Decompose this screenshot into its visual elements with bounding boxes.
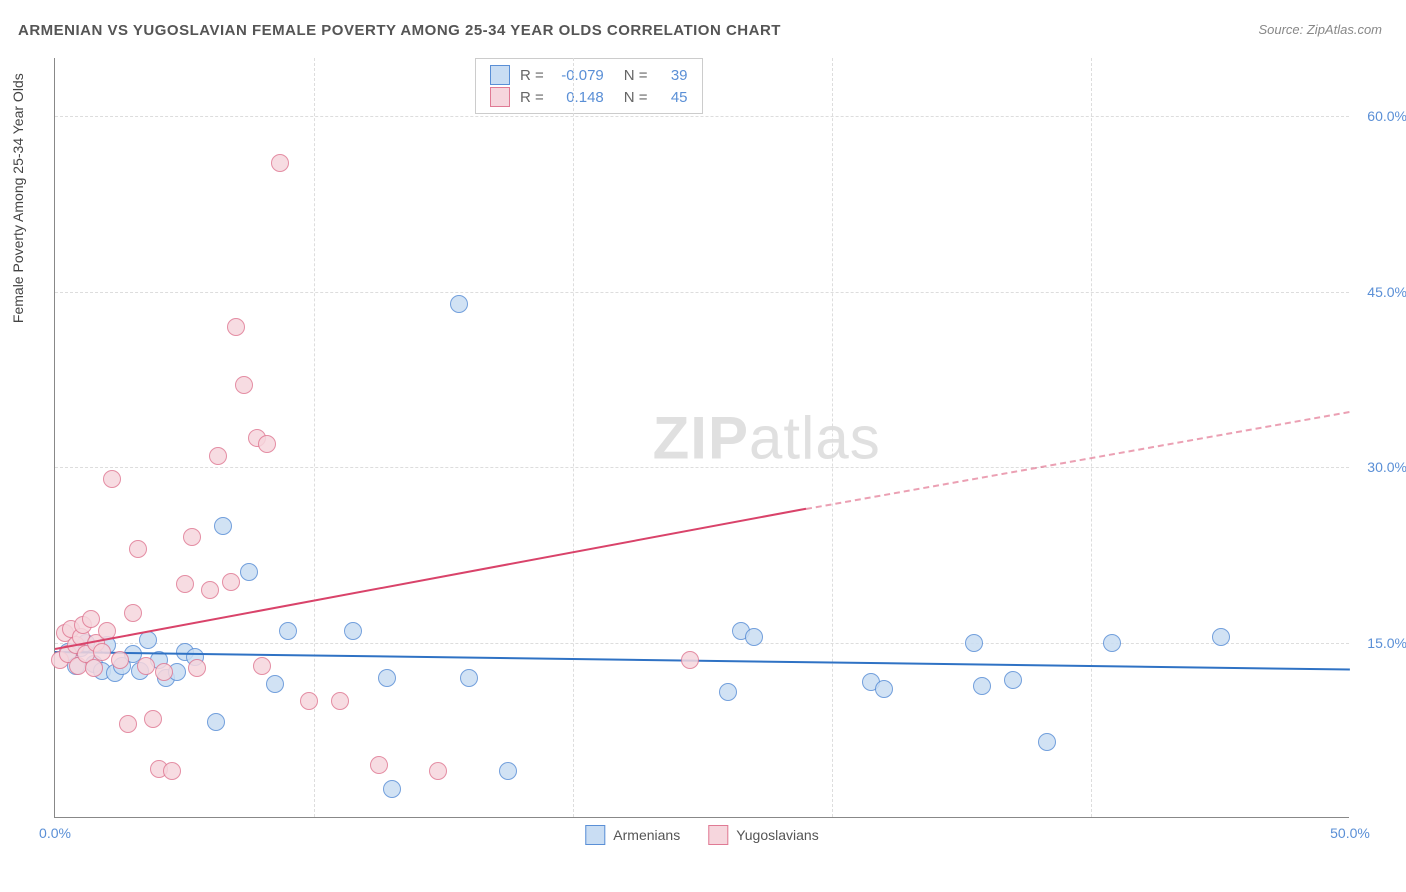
y-axis-label: Female Poverty Among 25-34 Year Olds: [10, 73, 26, 323]
data-point: [144, 710, 162, 728]
data-point: [344, 622, 362, 640]
data-point: [183, 528, 201, 546]
data-point: [450, 295, 468, 313]
data-point: [1004, 671, 1022, 689]
data-point: [378, 669, 396, 687]
data-point: [93, 643, 111, 661]
data-point: [124, 604, 142, 622]
legend-item: Yugoslavians: [708, 825, 819, 845]
data-point: [1103, 634, 1121, 652]
data-point: [103, 470, 121, 488]
stat-r-label: R =: [520, 89, 544, 106]
data-point: [82, 610, 100, 628]
stat-r-value: 0.148: [554, 89, 604, 106]
legend-label: Armenians: [613, 827, 680, 843]
data-point: [137, 657, 155, 675]
data-point: [85, 659, 103, 677]
data-point: [300, 692, 318, 710]
data-point: [209, 447, 227, 465]
stat-n-label: N =: [624, 67, 648, 84]
data-point: [460, 669, 478, 687]
data-point: [499, 762, 517, 780]
source-attribution: Source: ZipAtlas.com: [1258, 22, 1382, 37]
watermark: ZIPatlas: [653, 403, 881, 472]
data-point: [253, 657, 271, 675]
data-point: [383, 780, 401, 798]
stat-n-value: 39: [658, 67, 688, 84]
legend-item: Armenians: [585, 825, 680, 845]
series-swatch: [490, 65, 510, 85]
grid-line-vertical: [1091, 58, 1092, 817]
data-point: [119, 715, 137, 733]
data-point: [222, 573, 240, 591]
data-point: [429, 762, 447, 780]
data-point: [875, 680, 893, 698]
series-swatch: [585, 825, 605, 845]
plot-area: ZIPatlas R =-0.079N =39R =0.148N =45 Arm…: [54, 58, 1349, 818]
data-point: [240, 563, 258, 581]
data-point: [207, 713, 225, 731]
data-point: [973, 677, 991, 695]
grid-line-horizontal: [55, 292, 1349, 293]
data-point: [1212, 628, 1230, 646]
data-point: [163, 762, 181, 780]
y-tick-label: 60.0%: [1357, 108, 1406, 124]
stats-row: R = 0.148 N = 45: [490, 87, 688, 107]
data-point: [681, 651, 699, 669]
stats-legend-box: R = -0.079 N = 39 R = 0.148 N = 45: [475, 58, 703, 114]
grid-line-vertical: [573, 58, 574, 817]
stats-row: R = -0.079 N = 39: [490, 65, 688, 85]
x-tick-label: 50.0%: [1330, 825, 1370, 841]
data-point: [965, 634, 983, 652]
data-point: [201, 581, 219, 599]
data-point: [1038, 733, 1056, 751]
series-swatch: [490, 87, 510, 107]
y-tick-label: 30.0%: [1357, 459, 1406, 475]
stat-r-value: -0.079: [554, 67, 604, 84]
stat-n-label: N =: [624, 89, 648, 106]
grid-line-vertical: [832, 58, 833, 817]
x-tick-label: 0.0%: [39, 825, 71, 841]
grid-line-horizontal: [55, 116, 1349, 117]
series-legend: Armenians Yugoslavians: [585, 825, 818, 845]
stat-r-label: R =: [520, 67, 544, 84]
data-point: [279, 622, 297, 640]
data-point: [719, 683, 737, 701]
grid-line-horizontal: [55, 467, 1349, 468]
data-point: [129, 540, 147, 558]
trend-line: [55, 508, 806, 650]
data-point: [155, 663, 173, 681]
data-point: [139, 631, 157, 649]
trend-line-extrapolated: [806, 411, 1350, 510]
stat-n-value: 45: [658, 89, 688, 106]
data-point: [214, 517, 232, 535]
data-point: [370, 756, 388, 774]
y-tick-label: 15.0%: [1357, 635, 1406, 651]
data-point: [111, 651, 129, 669]
legend-label: Yugoslavians: [736, 827, 819, 843]
data-point: [266, 675, 284, 693]
data-point: [258, 435, 276, 453]
data-point: [188, 659, 206, 677]
y-tick-label: 45.0%: [1357, 284, 1406, 300]
trend-line: [55, 651, 1350, 671]
data-point: [235, 376, 253, 394]
data-point: [176, 575, 194, 593]
data-point: [271, 154, 289, 172]
data-point: [227, 318, 245, 336]
data-point: [745, 628, 763, 646]
grid-line-horizontal: [55, 643, 1349, 644]
data-point: [331, 692, 349, 710]
chart-title: ARMENIAN VS YUGOSLAVIAN FEMALE POVERTY A…: [18, 22, 781, 39]
series-swatch: [708, 825, 728, 845]
